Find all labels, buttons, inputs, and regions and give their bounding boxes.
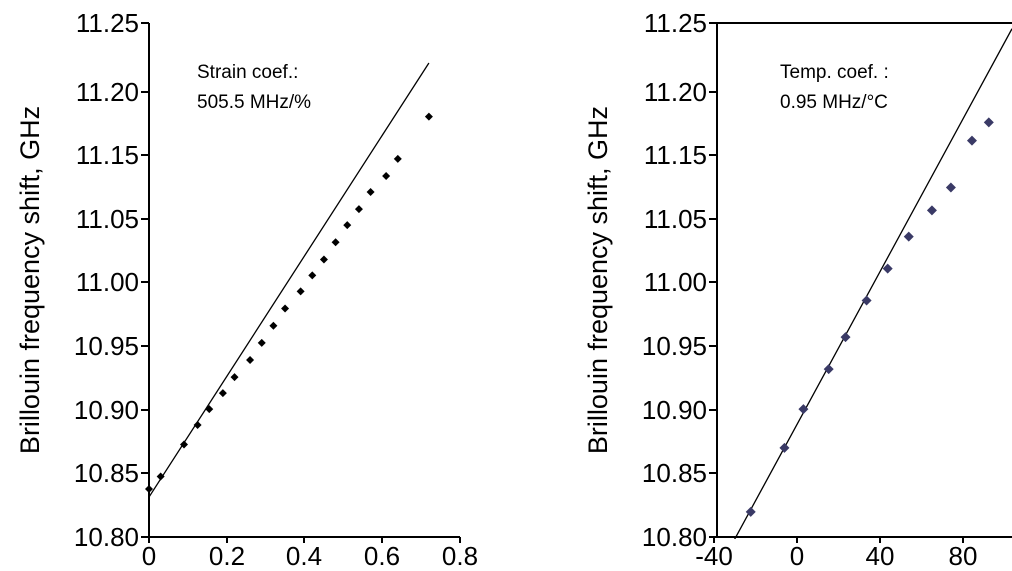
x-tick-label: 0.4 xyxy=(286,541,322,571)
coefficient-label: Strain coef.: xyxy=(197,62,298,83)
data-point xyxy=(257,338,266,347)
data-point xyxy=(308,271,317,280)
data-point xyxy=(246,355,255,364)
x-tick-label: 80 xyxy=(949,541,978,571)
data-point xyxy=(281,304,290,313)
strain-chart: 10.80 10.85 10.90 10.95 11.00 11.05 11.15 11.20… xyxy=(15,8,478,571)
y-axis-label: Brillouin frequency shift, GHz xyxy=(15,106,45,454)
y-tick-label: 11.25 xyxy=(76,8,139,38)
temperature-chart: 10.80 10.85 10.90 10.95 11.00 11.05 11.15 11.20… xyxy=(583,8,1012,571)
data-point xyxy=(296,287,305,296)
fit-line xyxy=(734,28,1012,539)
fit-line xyxy=(149,62,430,498)
x-tick-label: 40 xyxy=(866,541,895,571)
data-point xyxy=(393,154,402,163)
data-point xyxy=(366,188,375,197)
data-point xyxy=(779,442,790,453)
data-point xyxy=(331,238,340,247)
y-tick-label: 11.05 xyxy=(76,204,139,234)
y-tick-label: 11.25 xyxy=(644,8,707,38)
y-tick-label: 10.90 xyxy=(642,395,707,425)
y-tick-label: 11.00 xyxy=(644,267,707,297)
data-point xyxy=(926,205,937,216)
data-point xyxy=(145,485,153,494)
data-point xyxy=(193,421,202,430)
y-tick-label: 10.80 xyxy=(642,522,707,552)
data-point xyxy=(983,117,994,128)
data-point xyxy=(745,506,756,517)
data-point xyxy=(230,373,239,382)
data-point xyxy=(218,389,227,398)
x-tick-label: -40 xyxy=(695,541,733,571)
data-point xyxy=(156,472,165,481)
y-tick-label: 10.85 xyxy=(642,458,707,488)
coefficient-value: 0.95 MHz/°C xyxy=(780,92,888,113)
x-tick-label: 0.6 xyxy=(364,541,400,571)
y-tick-label: 11.15 xyxy=(76,140,139,170)
data-point xyxy=(823,364,834,375)
y-tick-label: 11.20 xyxy=(644,77,707,107)
y-tick-label: 10.90 xyxy=(74,395,139,425)
data-point xyxy=(343,221,352,230)
y-tick-label: 11.05 xyxy=(644,204,707,234)
data-point xyxy=(179,440,188,449)
y-tick-label: 10.80 xyxy=(74,522,139,552)
coefficient-value: 505.5 MHz/% xyxy=(197,92,311,113)
y-tick-label: 10.95 xyxy=(642,331,707,361)
y-tick-label: 11.00 xyxy=(76,267,139,297)
coefficient-label: Temp. coef. : xyxy=(780,62,889,83)
x-tick-label: 0 xyxy=(142,541,156,571)
data-point xyxy=(903,231,914,242)
data-point xyxy=(798,404,809,415)
x-tick-label: 0 xyxy=(790,541,804,571)
y-axis-label: Brillouin frequency shift, GHz xyxy=(583,106,613,454)
data-point xyxy=(269,321,278,330)
data-point xyxy=(205,405,214,414)
data-point xyxy=(966,135,977,146)
x-tick-label: 0.8 xyxy=(442,541,478,571)
y-tick-label: 11.15 xyxy=(644,140,707,170)
y-tick-label: 10.95 xyxy=(74,331,139,361)
data-point xyxy=(945,182,956,193)
data-point xyxy=(319,255,328,264)
data-point xyxy=(882,263,893,274)
y-tick-label: 11.20 xyxy=(76,77,139,107)
y-tick-label: 10.85 xyxy=(74,458,139,488)
data-point xyxy=(424,112,433,121)
data-point xyxy=(861,295,872,306)
data-point xyxy=(840,332,851,343)
data-point xyxy=(354,205,363,214)
data-point xyxy=(382,172,391,181)
x-tick-label: 0.2 xyxy=(209,541,245,571)
